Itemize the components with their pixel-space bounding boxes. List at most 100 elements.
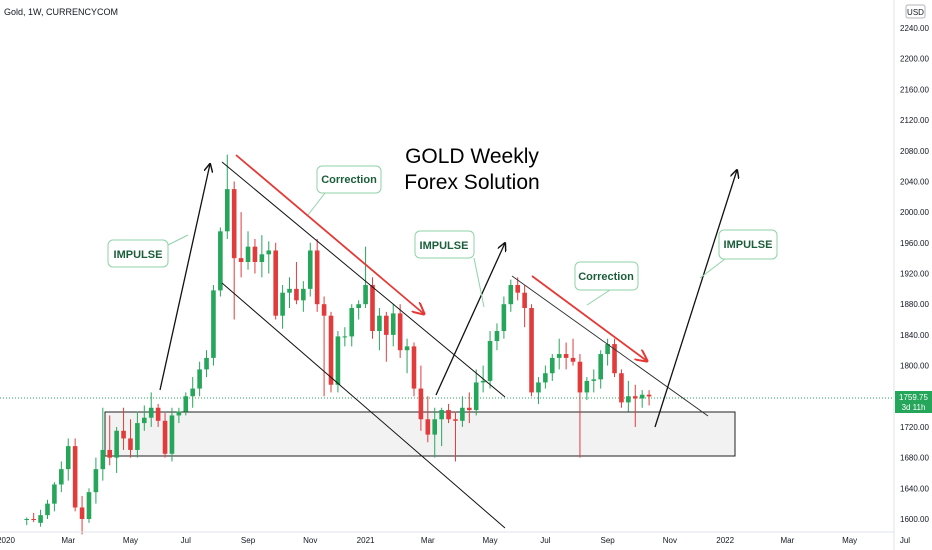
candle (556, 338, 562, 370)
currency-label: USD (907, 8, 924, 17)
candle (86, 488, 92, 523)
candle (439, 407, 444, 447)
price-axis[interactable]: 1600.001640.001680.001720.001760.001800.… (893, 0, 929, 550)
bearish-candle-body (273, 250, 278, 316)
candle (176, 407, 182, 424)
candle (231, 181, 237, 320)
candle (238, 212, 244, 278)
candle (501, 296, 507, 339)
bearish-candle-body (446, 410, 451, 420)
correction-callout-2[interactable]: Correction (574, 261, 639, 291)
bullish-candle-body (148, 407, 154, 418)
correction-callout-1[interactable]: Correction (316, 165, 382, 194)
price-tick-label: 1800.00 (900, 362, 929, 371)
bearish-candle-body (563, 354, 569, 358)
candle (646, 390, 652, 406)
candle (411, 342, 417, 397)
candle (626, 380, 631, 412)
bullish-candle-body (508, 285, 514, 305)
candle (155, 403, 161, 427)
correction-label: Correction (578, 271, 634, 283)
candle (224, 154, 230, 239)
bullish-candle-body (543, 373, 548, 383)
bullish-candle-body (183, 396, 189, 412)
bearish-candle-body (31, 519, 36, 520)
bullish-candle-body (494, 331, 500, 342)
candle (204, 350, 209, 378)
bullish-candle-body (598, 354, 603, 380)
callout-box (414, 230, 475, 259)
candle (418, 365, 424, 431)
candle (114, 426, 119, 473)
time-tick-label: Mar (421, 536, 435, 545)
price-tag-bg (895, 391, 932, 413)
bullish-candle-body (549, 357, 555, 374)
bullish-candle-body (356, 304, 361, 309)
channel-upper-line (221, 161, 506, 398)
bullish-candle-body (169, 415, 175, 454)
candle (543, 365, 548, 389)
candle (128, 419, 133, 458)
price-tick-label: 1600.00 (900, 515, 929, 524)
last-price-value: 1759.75 (899, 393, 928, 402)
bearish-candle-body (646, 394, 652, 397)
impulse-callout-2[interactable]: IMPULSE (414, 230, 475, 259)
bullish-candle-body (190, 388, 196, 397)
candle (252, 238, 258, 274)
bearish-candle-body (72, 446, 78, 508)
bullish-candle-body (460, 407, 465, 421)
callout-box (107, 239, 169, 268)
candle (107, 415, 113, 466)
bullish-candle-body (245, 246, 251, 262)
impulse-label: IMPULSE (724, 239, 773, 251)
candle (259, 235, 265, 278)
candle (549, 354, 555, 381)
chart-title-line1: GOLD Weekly (405, 145, 539, 168)
symbol-label[interactable]: Gold, 1W, CURRENCYCOM (4, 7, 118, 17)
time-axis[interactable]: 2020 Mar May Jul Sep Nov 2021 Mar May Jul Sep Nov 20… (0, 531, 910, 545)
bearish-candle-body (314, 250, 320, 305)
bullish-candle-body (487, 341, 493, 381)
impulse-label: IMPULSE (420, 240, 469, 252)
price-tick-label: 2160.00 (900, 85, 929, 94)
bearish-candle-body (252, 246, 258, 262)
candle (515, 277, 521, 301)
candle (529, 304, 534, 397)
price-tick-label: 1720.00 (900, 423, 929, 432)
candle (218, 227, 223, 297)
bullish-candle-body (100, 449, 106, 470)
candle (632, 384, 638, 427)
price-tick-label: 2040.00 (900, 177, 929, 186)
candle (508, 279, 514, 312)
bullish-candle-body (45, 503, 50, 516)
time-tick-label: 2022 (716, 536, 734, 545)
bearish-candle-body (411, 346, 417, 389)
bullish-candle-body (65, 446, 71, 470)
candle (363, 246, 368, 309)
candle (563, 342, 569, 370)
impulse-callout-1[interactable]: IMPULSE (107, 239, 169, 268)
bullish-candle-body (439, 410, 444, 420)
bullish-candle-body (626, 396, 631, 403)
time-tick-label: Sep (241, 536, 256, 545)
candle (432, 407, 438, 458)
price-tick-label: 2120.00 (900, 116, 929, 125)
bullish-candle-body (432, 419, 438, 435)
bearish-candle-body (619, 373, 624, 403)
bullish-candle-body (501, 304, 507, 332)
bearish-candle-body (79, 507, 85, 519)
bullish-candle-body (24, 519, 30, 520)
correction-arrow-1 (235, 154, 424, 314)
candle (169, 407, 175, 462)
bullish-candle-body (211, 290, 216, 358)
bearish-candle-body (155, 407, 161, 421)
candle (190, 377, 196, 408)
time-tick-label: May (482, 536, 497, 545)
bullish-candle-body (639, 394, 645, 399)
candle (390, 304, 396, 347)
candle (38, 509, 43, 527)
currency-badge[interactable]: USD (905, 4, 926, 19)
impulse-callout-3[interactable]: IMPULSE (718, 229, 778, 260)
